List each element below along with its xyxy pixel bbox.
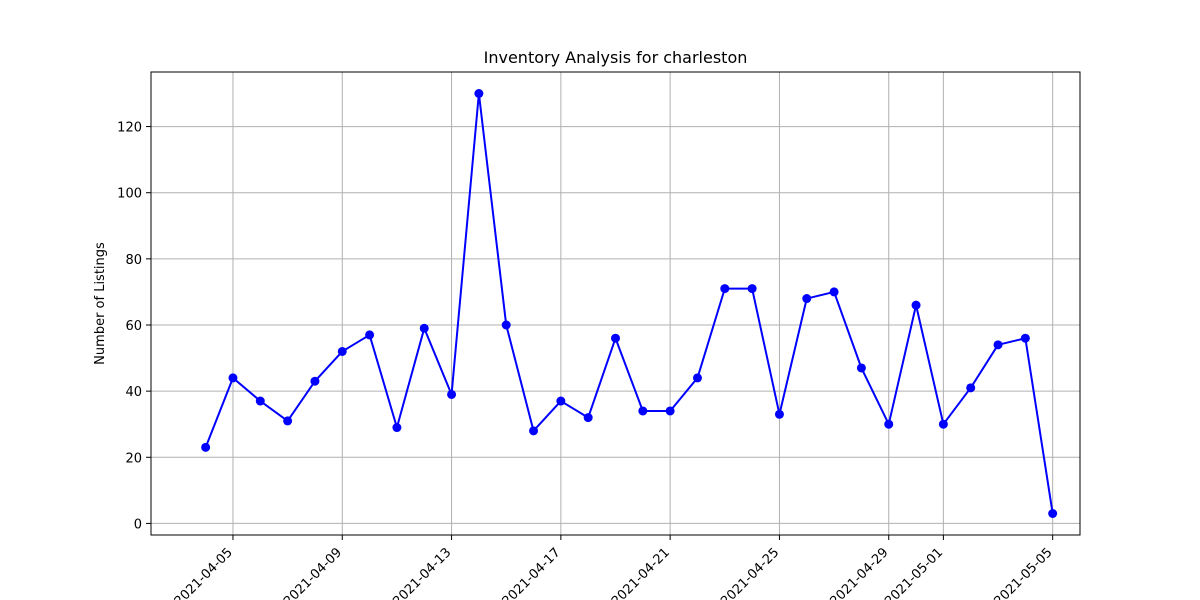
data-point (1048, 509, 1058, 519)
data-point (638, 406, 648, 416)
data-point (392, 423, 402, 433)
data-markers (201, 88, 1058, 519)
y-axis-title: Number of Listings (93, 242, 108, 365)
data-point (611, 333, 620, 343)
chart-title: Inventory Analysis for charleston (484, 48, 748, 67)
data-point (692, 373, 702, 383)
data-point (255, 396, 265, 406)
data-point (310, 376, 320, 386)
grid-lines (151, 72, 1080, 535)
data-point (337, 346, 347, 356)
data-point (556, 396, 566, 406)
data-point (720, 284, 730, 294)
y-axis: 0 20 40 60 80 100 120 (117, 121, 151, 532)
data-point (501, 320, 511, 330)
data-point (419, 323, 429, 333)
data-point (993, 340, 1003, 350)
plot-area (150, 71, 1081, 536)
data-point (365, 330, 375, 340)
data-point (747, 284, 757, 294)
data-point (884, 419, 894, 429)
data-point (1020, 333, 1030, 343)
data-point (583, 413, 593, 423)
data-point (966, 383, 976, 393)
data-point (201, 442, 211, 452)
data-point (447, 389, 457, 399)
data-point (938, 419, 948, 429)
data-point (802, 294, 812, 304)
data-point (228, 373, 238, 383)
data-point (529, 426, 539, 436)
data-point (474, 88, 484, 98)
data-point (665, 406, 675, 416)
y-tick-label: 60 (125, 319, 142, 334)
data-point (283, 416, 293, 426)
data-point (911, 300, 921, 310)
y-tick-label: 120 (117, 121, 142, 136)
data-point (856, 363, 866, 373)
y-tick-label: 100 (117, 187, 142, 202)
y-tick-label: 40 (125, 385, 142, 400)
series-line (204, 92, 1054, 514)
y-tick-label: 20 (125, 451, 142, 466)
y-tick-label: 80 (125, 253, 142, 268)
data-point (774, 409, 784, 419)
data-point (829, 287, 839, 297)
y-tick-label: 0 (134, 517, 142, 532)
